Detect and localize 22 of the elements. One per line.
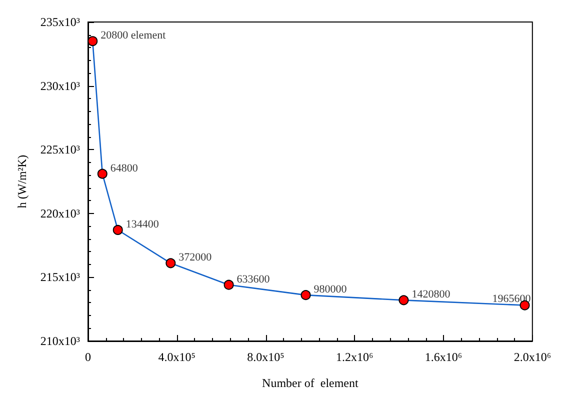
x-tick-label: 1.6x10⁶ — [424, 350, 462, 364]
annotation: 372000 — [178, 252, 212, 264]
y-tick-label: 210x10³ — [40, 334, 80, 348]
annotation: 980000 — [314, 284, 348, 296]
x-tick-label: 1.2x10⁶ — [336, 350, 374, 364]
x-tick-label: 4.0x10⁵ — [158, 350, 196, 364]
annotation: 134400 — [126, 218, 160, 230]
y-tick-label: 225x10³ — [40, 142, 80, 157]
y-tick-label: 230x10³ — [40, 78, 80, 93]
y-tick-label: 220x10³ — [40, 206, 80, 220]
y-tick-label: 215x10³ — [40, 270, 80, 284]
annotation: 20800 element — [100, 30, 166, 42]
x-tick-label: 2.0x10⁶ — [514, 350, 551, 364]
annotation: 1965600 — [492, 292, 532, 305]
x-axis-title: Number of element — [262, 376, 360, 390]
y-axis-title: h (W/m²K) — [15, 154, 29, 208]
annotation: 64800 — [110, 162, 138, 174]
x-tick-label: 8.0x10⁵ — [247, 350, 284, 364]
annotation: 633600 — [236, 273, 270, 286]
annotation: 1420800 — [412, 288, 451, 301]
x-tick-label: 0 — [85, 350, 91, 364]
y-tick-label: 235x10³ — [40, 15, 80, 29]
